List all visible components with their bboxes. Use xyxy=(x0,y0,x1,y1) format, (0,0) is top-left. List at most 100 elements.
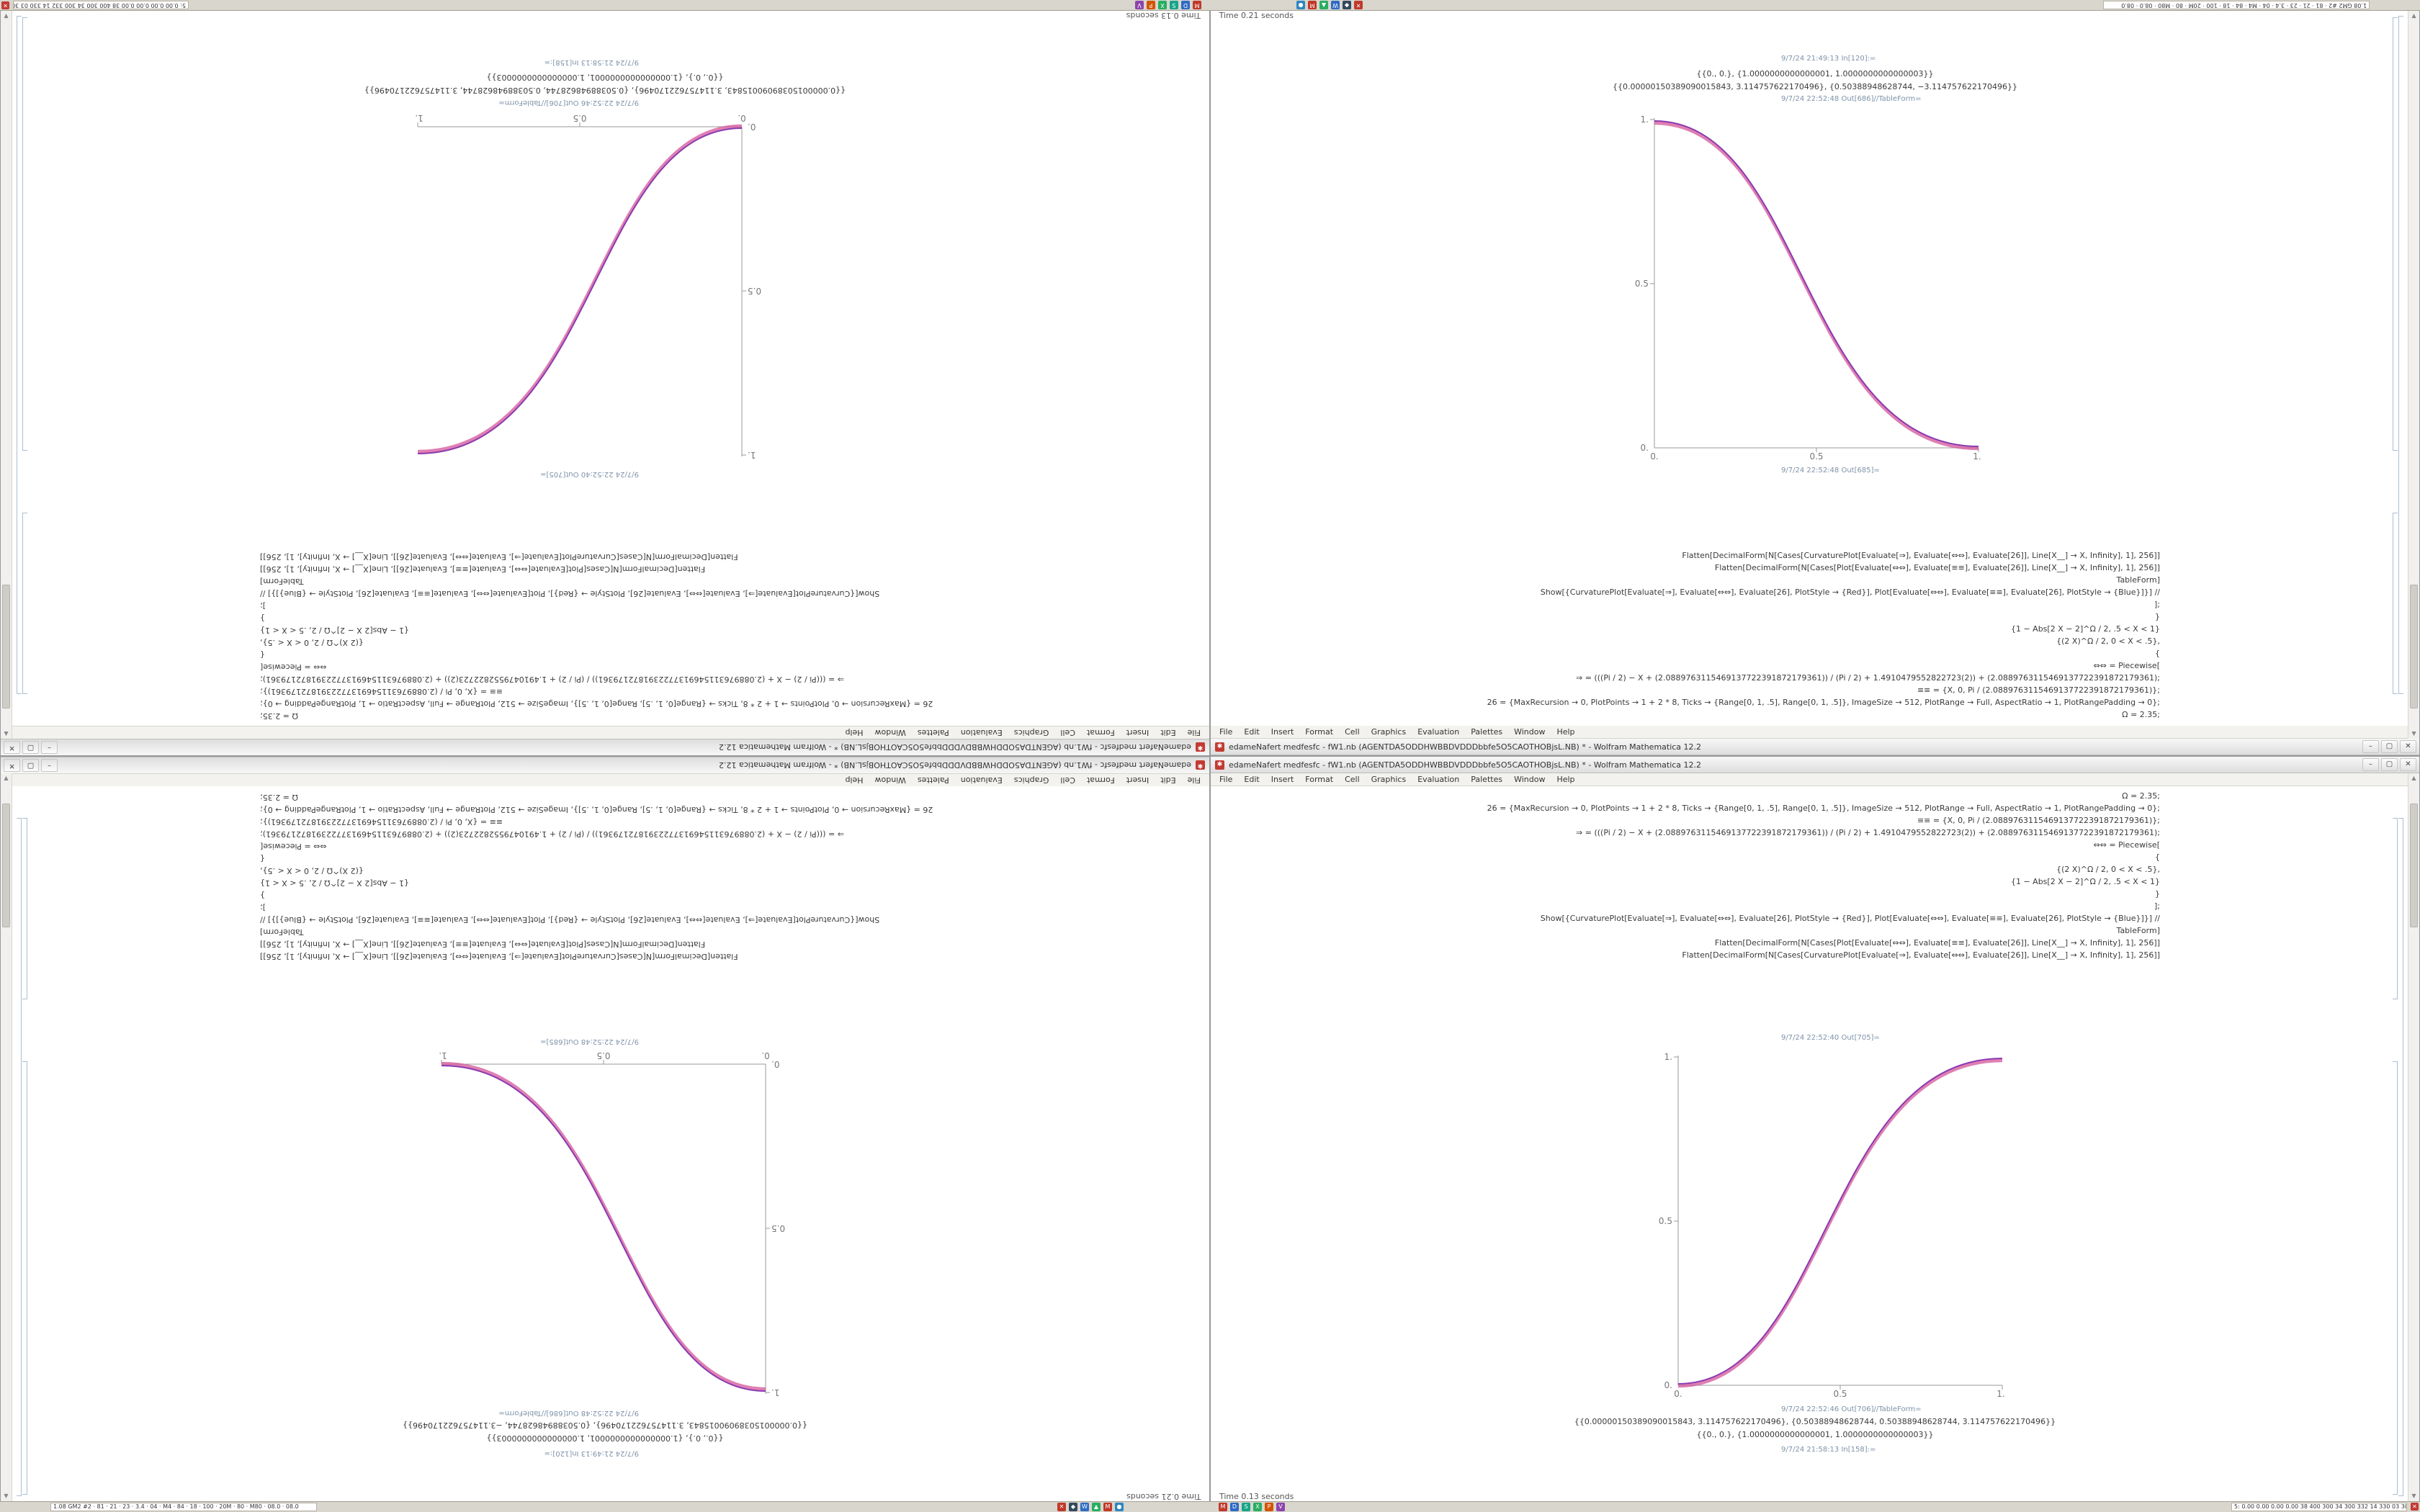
menu-item-palettes[interactable]: Palettes xyxy=(1471,727,1503,737)
close-button[interactable]: ✕ xyxy=(2400,758,2416,771)
maximize-button[interactable]: ▢ xyxy=(22,741,39,754)
menu-item-graphics[interactable]: Graphics xyxy=(1371,727,1407,737)
scroll-down-button[interactable]: ▼ xyxy=(2411,13,2416,19)
titlebar[interactable]: ✱ edameNafert medfesfc - fW1.nb (AGENTDA… xyxy=(1,757,1209,773)
menu-item-evaluation[interactable]: Evaluation xyxy=(960,728,1003,737)
scrollbar[interactable]: ▲ ▼ xyxy=(1,11,12,739)
code-cell-line[interactable]: ≡≡ = {X, 0, Pi / (2.08897631154691377223… xyxy=(1917,685,2160,695)
taskbar-app-icon[interactable]: ◆ xyxy=(1069,1503,1077,1511)
taskbar-app-icon[interactable]: ● xyxy=(1115,1503,1124,1511)
code-cell-line[interactable]: { xyxy=(260,854,265,863)
taskbar-app-icon[interactable]: X xyxy=(1158,1,1167,9)
cell-bracket[interactable] xyxy=(22,513,27,694)
code-cell-line[interactable]: Flatten[DecimalForm[N[Cases[CurvaturePlo… xyxy=(260,552,738,562)
menu-item-insert[interactable]: Insert xyxy=(1126,728,1150,737)
scroll-up-button[interactable]: ▲ xyxy=(4,775,9,781)
code-cell-line[interactable]: ⇒ = (((Pi / 2) − X + (2.0889763115469137… xyxy=(260,675,844,684)
taskbar-app-icon[interactable]: M xyxy=(1103,1503,1112,1511)
menu-item-file[interactable]: File xyxy=(1219,775,1233,784)
code-cell-line[interactable]: Show[{CurvaturePlot[Evaluate[⇒], Evaluat… xyxy=(260,589,880,598)
taskbar-app-icon[interactable]: D xyxy=(1230,1503,1239,1511)
taskbar-app-icon[interactable]: M xyxy=(1193,1,1201,9)
maximize-button[interactable]: ▢ xyxy=(2381,740,2398,753)
taskbar-app-icon[interactable]: ● xyxy=(1296,1,1305,9)
taskbar-app-icon[interactable]: ◆ xyxy=(1343,1,1351,9)
code-cell-line[interactable]: ⇔⇔ = Piecewise[ xyxy=(2093,661,2160,670)
taskbar-corner-icon[interactable]: ✕ xyxy=(1,1,9,9)
minimize-button[interactable]: – xyxy=(41,741,58,754)
taskbar-app-icon[interactable]: V xyxy=(1276,1503,1285,1511)
menu-item-window[interactable]: Window xyxy=(1514,775,1546,784)
scroll-down-button[interactable]: ▼ xyxy=(4,1493,9,1499)
code-cell-line[interactable]: {(2 X)^Ω / 2, 0 < X < .5}, xyxy=(2056,636,2160,646)
menu-item-cell[interactable]: Cell xyxy=(1060,728,1075,737)
menu-item-file[interactable]: File xyxy=(1219,727,1233,737)
menu-item-format[interactable]: Format xyxy=(1086,728,1115,737)
scroll-down-button[interactable]: ▼ xyxy=(4,13,9,19)
menu-item-file[interactable]: File xyxy=(1187,728,1201,737)
cell-bracket[interactable] xyxy=(2398,818,2403,1496)
menu-item-help[interactable]: Help xyxy=(845,775,864,785)
titlebar[interactable]: ✱ edameNafert medfesfc - fW1.nb (AGENTDA… xyxy=(1211,739,2419,755)
code-cell-line[interactable]: ⇔⇔ = Piecewise[ xyxy=(260,662,327,672)
cell-bracket[interactable] xyxy=(22,1061,27,1495)
menu-item-evaluation[interactable]: Evaluation xyxy=(960,775,1003,785)
code-cell-line[interactable]: 26 = {MaxRecursion → 0, PlotPoints → 1 +… xyxy=(1487,698,2160,707)
code-cell-line[interactable]: ≡≡ = {X, 0, Pi / (2.08897631154691377223… xyxy=(1917,816,2160,825)
minimize-button[interactable]: – xyxy=(2362,740,2379,753)
taskbar-app-icon[interactable]: M xyxy=(1219,1503,1227,1511)
cell-bracket[interactable] xyxy=(2393,818,2398,999)
menu-item-evaluation[interactable]: Evaluation xyxy=(1417,775,1460,784)
menu-item-window[interactable]: Window xyxy=(874,775,906,785)
taskbar-app-icon[interactable]: ▲ xyxy=(1092,1503,1101,1511)
taskbar-left-field[interactable]: 1.08 GM2 #2 · 81 · 21 · 23 · 3.4 · 04 · … xyxy=(50,1503,317,1511)
scrollbar[interactable]: ▲ ▼ xyxy=(1,773,12,1501)
scroll-up-button[interactable]: ▲ xyxy=(2411,775,2416,781)
taskbar-app-icon[interactable]: P xyxy=(1265,1503,1273,1511)
close-button[interactable]: ✕ xyxy=(4,741,20,754)
code-cell-line[interactable]: TableForm] xyxy=(260,927,304,937)
menu-item-graphics[interactable]: Graphics xyxy=(1013,728,1049,737)
code-cell-line[interactable]: { xyxy=(260,650,265,660)
menu-item-format[interactable]: Format xyxy=(1305,775,1334,784)
menu-item-insert[interactable]: Insert xyxy=(1270,727,1294,737)
code-cell-line[interactable]: { xyxy=(2155,852,2160,862)
cell-bracket[interactable] xyxy=(17,818,22,1496)
cell-bracket[interactable] xyxy=(2393,1061,2398,1495)
code-cell-line[interactable]: 26 = {MaxRecursion → 0, PlotPoints → 1 +… xyxy=(260,805,933,814)
code-cell-line[interactable]: {1 − Abs[2 X − 2]^Ω / 2, .5 < X < 1} xyxy=(260,626,410,635)
code-cell-line[interactable]: TableForm] xyxy=(2116,926,2160,935)
menu-item-window[interactable]: Window xyxy=(874,728,906,737)
code-cell-line[interactable]: } xyxy=(260,891,265,900)
code-cell-line[interactable]: Show[{CurvaturePlot[Evaluate[⇒], Evaluat… xyxy=(1540,914,2160,923)
code-cell-line[interactable]: ≡≡ = {X, 0, Pi / (2.08897631154691377223… xyxy=(260,817,503,827)
menu-item-graphics[interactable]: Graphics xyxy=(1371,775,1407,784)
code-cell-line[interactable]: {1 − Abs[2 X − 2]^Ω / 2, .5 < X < 1} xyxy=(260,878,410,888)
taskbar-app-icon[interactable]: X xyxy=(1253,1503,1262,1511)
menu-item-cell[interactable]: Cell xyxy=(1060,775,1075,785)
taskbar-app-icon[interactable]: ✕ xyxy=(1354,1,1363,9)
menu-item-help[interactable]: Help xyxy=(1556,775,1575,784)
cell-bracket[interactable] xyxy=(2393,513,2398,694)
maximize-button[interactable]: ▢ xyxy=(22,759,39,772)
code-cell-line[interactable]: {(2 X)^Ω / 2, 0 < X < .5}, xyxy=(260,638,364,647)
scrollbar[interactable]: ▲ ▼ xyxy=(2408,773,2419,1501)
code-cell-line[interactable]: Flatten[DecimalForm[N[Cases[Plot[Evaluat… xyxy=(260,940,706,949)
code-cell-line[interactable]: { xyxy=(2155,649,2160,658)
code-cell-line[interactable]: ⇒ = (((Pi / 2) − X + (2.0889763115469137… xyxy=(1576,673,2160,683)
cell-bracket[interactable] xyxy=(22,17,27,451)
menu-item-cell[interactable]: Cell xyxy=(1345,727,1360,737)
menu-item-graphics[interactable]: Graphics xyxy=(1013,775,1049,785)
code-cell-line[interactable]: 26 = {MaxRecursion → 0, PlotPoints → 1 +… xyxy=(1487,804,2160,813)
menu-item-format[interactable]: Format xyxy=(1305,727,1334,737)
menu-item-palettes[interactable]: Palettes xyxy=(917,728,949,737)
scroll-thumb[interactable] xyxy=(2,585,10,708)
code-cell-line[interactable]: ]; xyxy=(2154,600,2160,609)
menu-item-window[interactable]: Window xyxy=(1514,727,1546,737)
taskbar-app-icon[interactable]: M xyxy=(1308,1,1317,9)
code-cell-line[interactable]: Flatten[DecimalForm[N[Cases[CurvaturePlo… xyxy=(260,952,738,961)
titlebar[interactable]: ✱ edameNafert medfesfc - fW1.nb (AGENTDA… xyxy=(1,739,1209,755)
taskbar-app-icon[interactable]: ✕ xyxy=(1057,1503,1066,1511)
scroll-thumb[interactable] xyxy=(2410,804,2418,927)
code-cell-line[interactable]: ]; xyxy=(260,601,266,611)
